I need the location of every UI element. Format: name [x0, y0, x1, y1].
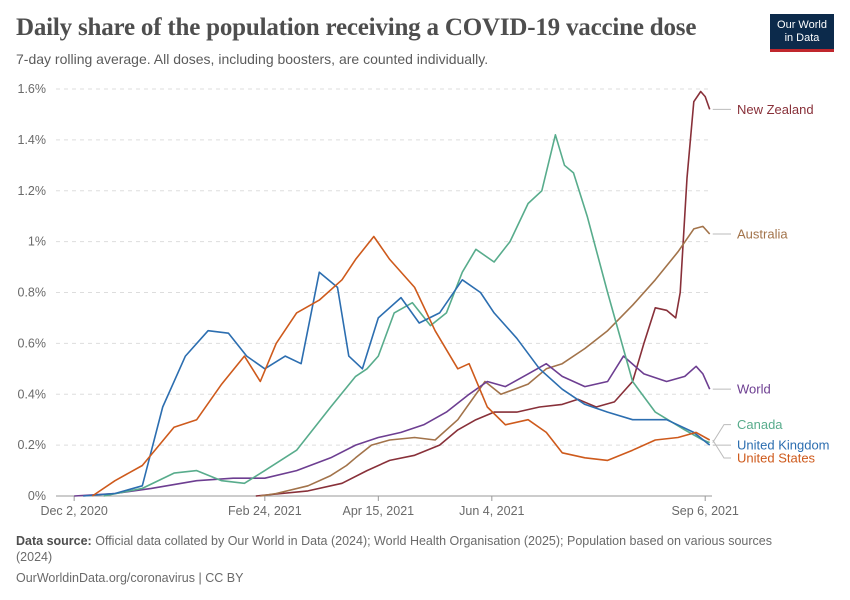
source-label: Data source: [16, 534, 92, 548]
owid-logo[interactable]: Our World in Data [770, 14, 834, 52]
x-tick-label: Dec 2, 2020 [40, 504, 107, 518]
series-label-australia: Australia [737, 226, 788, 241]
series-line-australia [260, 225, 711, 497]
series-label-united-kingdom: United Kingdom [737, 438, 830, 453]
y-tick-label: 1.4% [18, 133, 47, 147]
source-text: Official data collated by Our World in D… [16, 534, 772, 564]
series-line-new-zealand [255, 90, 711, 497]
x-tick-label: Jun 4, 2021 [459, 504, 524, 518]
y-tick-label: 1.6% [18, 82, 47, 96]
line-chart: 0% 0.2% 0.4% 0.6% 0.8% 1% 1.2% 1.4% 1.6% Dec 2, 2… [18, 82, 830, 518]
logo-line-1: Our World [777, 19, 827, 31]
series-line-united-kingdom [83, 271, 711, 497]
series-line-world [74, 355, 711, 497]
y-tick-label: 1.2% [18, 184, 47, 198]
y-tick-label: 0.8% [18, 286, 47, 300]
y-tick-label: 0% [28, 489, 46, 503]
x-tick-label: Sep 6, 2021 [671, 504, 738, 518]
series-connector [712, 424, 731, 443]
x-tick-label: Feb 24, 2021 [228, 504, 302, 518]
series-label-world: World [737, 382, 771, 397]
y-tick-label: 0.6% [18, 336, 47, 350]
chart-subtitle: 7-day rolling average. All doses, includ… [16, 51, 489, 67]
series-line-canada [103, 134, 710, 497]
x-tick-label: Apr 15, 2021 [343, 504, 415, 518]
logo-line-2: in Data [784, 32, 820, 44]
y-tick-label: 1% [28, 235, 46, 249]
series-label-canada: Canada [737, 417, 783, 432]
series-label-united-states: United States [737, 451, 816, 466]
source-note: Data source: Official data collated by O… [16, 533, 806, 565]
footer-url[interactable]: OurWorldinData.org/coronavirus | CC BY [16, 571, 244, 585]
series-line-united-states [91, 235, 711, 497]
chart-title: Daily share of the population receiving … [16, 14, 697, 41]
y-tick-label: 0.4% [18, 387, 47, 401]
series-connector [712, 439, 731, 459]
y-tick-label: 0.2% [18, 438, 47, 452]
series-label-new-zealand: New Zealand [737, 102, 814, 117]
